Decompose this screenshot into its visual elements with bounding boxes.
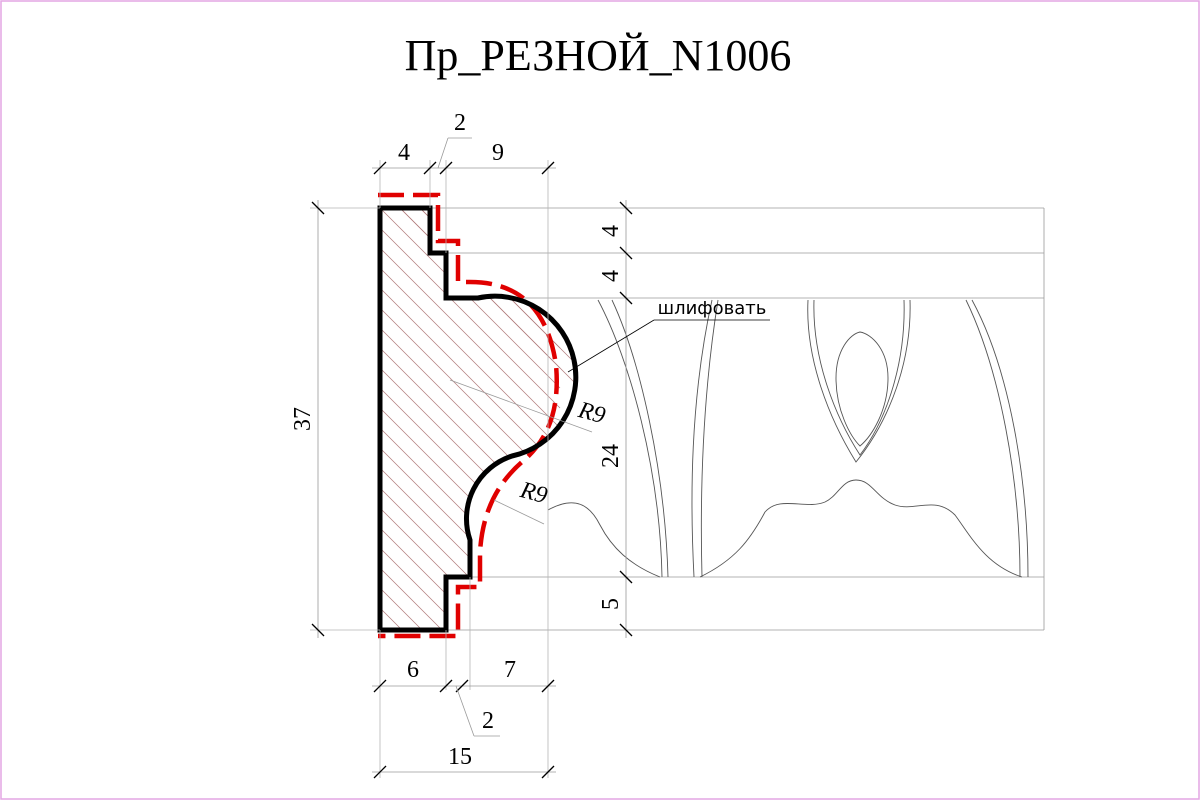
profile-outline: [377, 205, 579, 633]
carving-ornament: [547, 299, 1029, 578]
dimension-lines: [310, 137, 770, 779]
dim-bottom-left: 6: [407, 657, 419, 683]
dim-right-middle: 24: [598, 444, 624, 468]
drawing-title: Пр_РЕЗНОЙ_N1006: [405, 31, 792, 80]
section-hatching: [380, 208, 576, 630]
sanding-note: шлифовать: [658, 298, 767, 319]
dimension-labels: 4 2 9 37 4 4 24 5 6 7 2 15 R9 R9 шлифова…: [290, 110, 766, 770]
cutting-offset-line: [378, 192, 559, 639]
dim-bottom-right: 7: [504, 657, 516, 683]
dim-top-right: 9: [492, 140, 504, 166]
dim-radius-upper: R9: [575, 397, 608, 429]
cross-section: [377, 192, 579, 639]
dim-height-total: 37: [290, 407, 316, 431]
dim-right-band-1: 4: [598, 225, 624, 237]
dim-top-step: 2: [454, 110, 466, 136]
dim-top-left: 4: [398, 140, 410, 166]
dim-right-bottom: 5: [598, 598, 624, 610]
dim-width-total: 15: [448, 744, 472, 770]
front-view: [380, 207, 1045, 631]
dim-bottom-step: 2: [482, 708, 494, 734]
dim-radius-lower: R9: [517, 477, 550, 509]
dim-right-band-2: 4: [598, 270, 624, 282]
